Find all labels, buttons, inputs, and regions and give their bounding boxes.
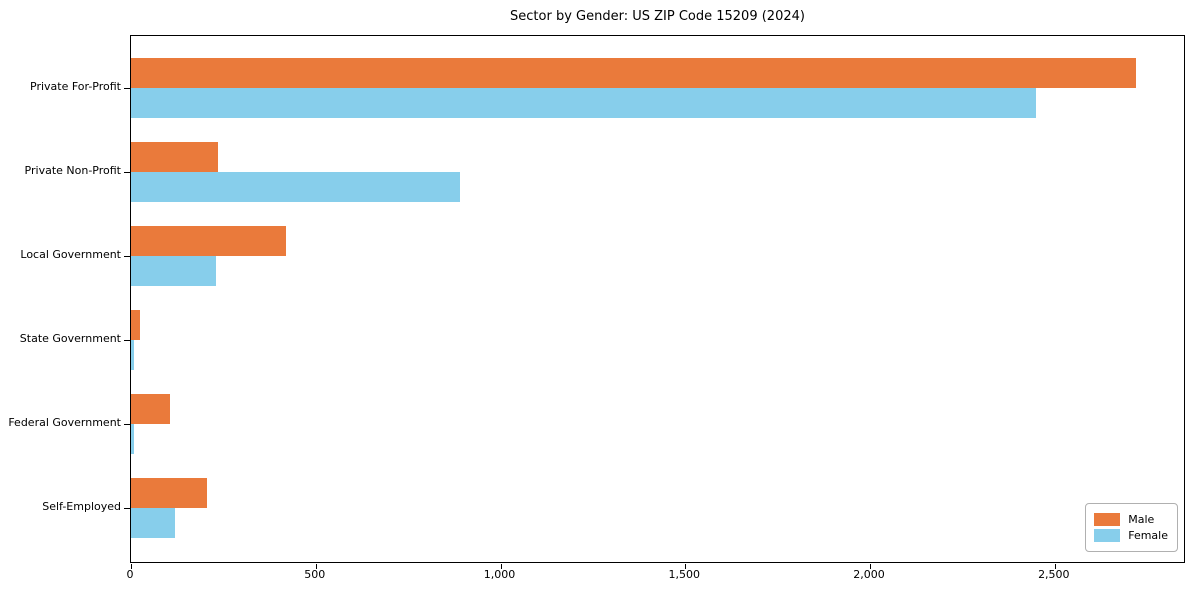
legend-item-male: Male (1094, 513, 1168, 526)
legend-swatch-female (1094, 529, 1121, 542)
bar-female-private-for-profit (131, 88, 1037, 118)
bar-male-federal-government (131, 394, 170, 424)
bar-male-state-government (131, 310, 141, 340)
y-tick-private-non-profit (124, 172, 130, 174)
x-label-2000: 2,000 (853, 568, 885, 581)
legend-label-female: Female (1128, 529, 1168, 542)
x-tick-500 (315, 564, 317, 569)
y-tick-private-for-profit (124, 88, 130, 90)
y-label-private-for-profit: Private For-Profit (30, 80, 121, 93)
x-tick-1000 (500, 564, 502, 569)
legend: Male Female (1085, 503, 1178, 552)
y-label-federal-government: Federal Government (8, 416, 121, 429)
plot-area: Male Female (124, 35, 1185, 569)
bar-female-federal-government (131, 424, 134, 454)
y-tick-self-employed (124, 508, 130, 510)
y-label-local-government: Local Government (20, 248, 121, 261)
y-tick-state-government (124, 340, 130, 342)
x-label-1500: 1,500 (668, 568, 701, 581)
legend-item-female: Female (1094, 529, 1168, 542)
x-label-0: 0 (126, 568, 134, 581)
bar-female-local-government (131, 256, 216, 286)
bar-female-self-employed (131, 508, 176, 538)
y-label-state-government: State Government (19, 332, 121, 345)
x-tick-2500 (1054, 564, 1056, 569)
x-tick-2000 (870, 564, 872, 569)
bar-male-private-for-profit (131, 58, 1137, 88)
bar-male-self-employed (131, 478, 207, 508)
x-axis-labels: 0 500 1,000 1,500 2,000 2,500 (126, 568, 1185, 588)
legend-swatch-male (1094, 513, 1121, 526)
y-label-private-non-profit: Private Non-Profit (24, 164, 121, 177)
x-label-2500: 2,500 (1038, 568, 1070, 581)
y-tick-federal-government (124, 424, 130, 426)
bar-female-state-government (131, 340, 134, 370)
bar-male-private-non-profit (131, 142, 218, 172)
chart-title: Sector by Gender: US ZIP Code 15209 (202… (510, 9, 805, 24)
legend-label-male: Male (1128, 513, 1155, 526)
y-label-self-employed: Self-Employed (42, 500, 121, 513)
x-tick-1500 (685, 564, 687, 569)
y-tick-local-government (124, 256, 130, 258)
x-label-1000: 1,000 (483, 568, 516, 581)
bar-female-private-non-profit (131, 172, 460, 202)
y-axis-labels: Private For-Profit Private Non-Profit Loca… (0, 35, 121, 563)
x-tick-0 (131, 564, 133, 569)
x-label-500: 500 (304, 568, 326, 581)
bar-male-local-government (131, 226, 287, 256)
